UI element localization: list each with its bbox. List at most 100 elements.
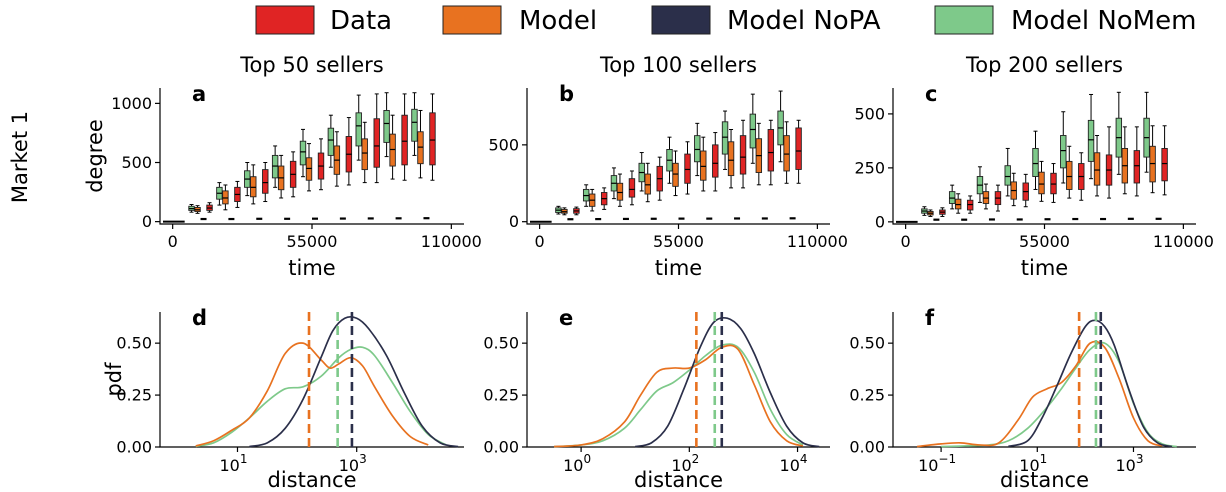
box-body xyxy=(401,114,408,166)
box-body xyxy=(616,182,624,201)
box-model-nomem xyxy=(1004,147,1011,197)
box-body xyxy=(795,127,802,170)
xtick-exponent: 3 xyxy=(359,452,367,466)
box-body xyxy=(1133,150,1141,184)
box-model xyxy=(1149,125,1156,194)
box-data xyxy=(739,119,747,189)
box-body xyxy=(299,140,307,166)
xtick-base: 10 xyxy=(563,456,583,475)
box-body xyxy=(1038,171,1045,195)
pdf-line-model-nomem xyxy=(195,346,447,448)
ytick-label: 0.50 xyxy=(849,334,885,353)
box-body xyxy=(262,169,269,194)
panel-a: 0 500 1000 0 55000 110000 a Top 50 sellers time d… xyxy=(83,53,482,280)
box-body xyxy=(429,112,436,166)
box-model xyxy=(672,150,679,197)
pdf-line-model xyxy=(553,344,804,448)
box-model xyxy=(588,188,596,212)
pdf-line-model-nomem xyxy=(941,341,1177,448)
panel-b: 0 500 0 55000 110000 b Top 100 sellers time xyxy=(488,53,847,280)
box-body xyxy=(628,178,636,198)
legend-swatch-model-nomem xyxy=(934,5,994,35)
xtick-label: 103 xyxy=(339,452,367,475)
xtick-label: 102 xyxy=(671,452,699,475)
ytick-label: 0.00 xyxy=(483,438,519,457)
axes-a xyxy=(159,88,464,225)
xtick-label: 110000 xyxy=(1153,232,1214,251)
ytick-label: 0.00 xyxy=(116,438,152,457)
xtick-label: 103 xyxy=(1115,452,1143,475)
ytick-label: 0.25 xyxy=(483,386,519,405)
legend-label-data: Data xyxy=(330,6,392,36)
panel-letter: d xyxy=(192,306,207,330)
box-model-nomem xyxy=(1060,111,1067,184)
box-model xyxy=(305,143,313,192)
box-model xyxy=(755,122,763,186)
xtick-base: 10 xyxy=(671,456,691,475)
box-data xyxy=(401,93,408,181)
xtick-exponent: 0 xyxy=(583,452,591,466)
box-model-nomem xyxy=(666,136,673,184)
box-model xyxy=(1093,134,1101,197)
pdf-line-model-nopa xyxy=(1008,319,1173,448)
box-body xyxy=(739,135,747,175)
box-model xyxy=(361,121,368,184)
box-data xyxy=(1022,173,1029,208)
box-model xyxy=(1010,172,1017,207)
box-model-nomem xyxy=(188,203,195,213)
box-body xyxy=(727,141,735,177)
xtick-exponent: 4 xyxy=(800,452,808,466)
box-model-nomem xyxy=(555,205,562,215)
box-data xyxy=(939,207,946,217)
row-label: Market 1 xyxy=(8,111,32,203)
box-body xyxy=(749,113,757,149)
box-model-nomem xyxy=(976,166,984,203)
box-body xyxy=(1004,165,1011,186)
box-model xyxy=(954,193,962,214)
ytick-label: 0.50 xyxy=(483,334,519,353)
box-body xyxy=(767,129,775,172)
box-model-nomem xyxy=(1115,91,1123,175)
panel-title: Top 50 sellers xyxy=(239,53,384,77)
xtick-label: 101 xyxy=(1019,452,1047,475)
box-model xyxy=(561,207,568,216)
xaxis-label: time xyxy=(1021,256,1068,280)
xtick-label: 100 xyxy=(563,452,591,475)
box-data xyxy=(994,184,1002,212)
box-data xyxy=(345,117,353,186)
box-model-nomem xyxy=(1032,130,1039,190)
xtick-exponent: −1 xyxy=(938,452,956,466)
box-model-nomem xyxy=(271,145,279,188)
pdf-line-model-nopa xyxy=(635,316,820,448)
box-model-nomem xyxy=(411,92,418,156)
box-model xyxy=(644,162,651,203)
xaxis-label: time xyxy=(288,256,335,280)
box-data xyxy=(712,132,719,192)
ytick-label: 500 xyxy=(854,104,885,123)
xtick-label: 55000 xyxy=(1019,232,1070,251)
panel-letter: f xyxy=(925,306,935,330)
ytick-label: 0.50 xyxy=(116,334,152,353)
box-data xyxy=(966,195,974,214)
box-body xyxy=(327,127,335,156)
legend-label-model-nomem: Model NoMem xyxy=(1011,6,1196,36)
xtick-base: 10 xyxy=(918,456,938,475)
box-body xyxy=(1087,119,1095,162)
box-data xyxy=(317,138,325,191)
xtick-label: 110000 xyxy=(421,232,482,251)
legend-label-model-nopa: Model NoPA xyxy=(727,6,881,36)
box-model xyxy=(333,131,341,187)
box-model-nomem xyxy=(948,184,956,210)
box-model-nomem xyxy=(355,94,362,161)
box-model-nomem xyxy=(921,206,928,216)
pdf-line-model-nopa xyxy=(249,315,459,448)
pdf-line-model xyxy=(195,342,429,447)
xtick-exponent: 3 xyxy=(1136,452,1144,466)
box-body xyxy=(411,108,418,142)
box-model-nomem xyxy=(694,122,701,177)
xaxis-label: distance xyxy=(634,468,723,492)
xtick-label: 0 xyxy=(535,232,545,251)
